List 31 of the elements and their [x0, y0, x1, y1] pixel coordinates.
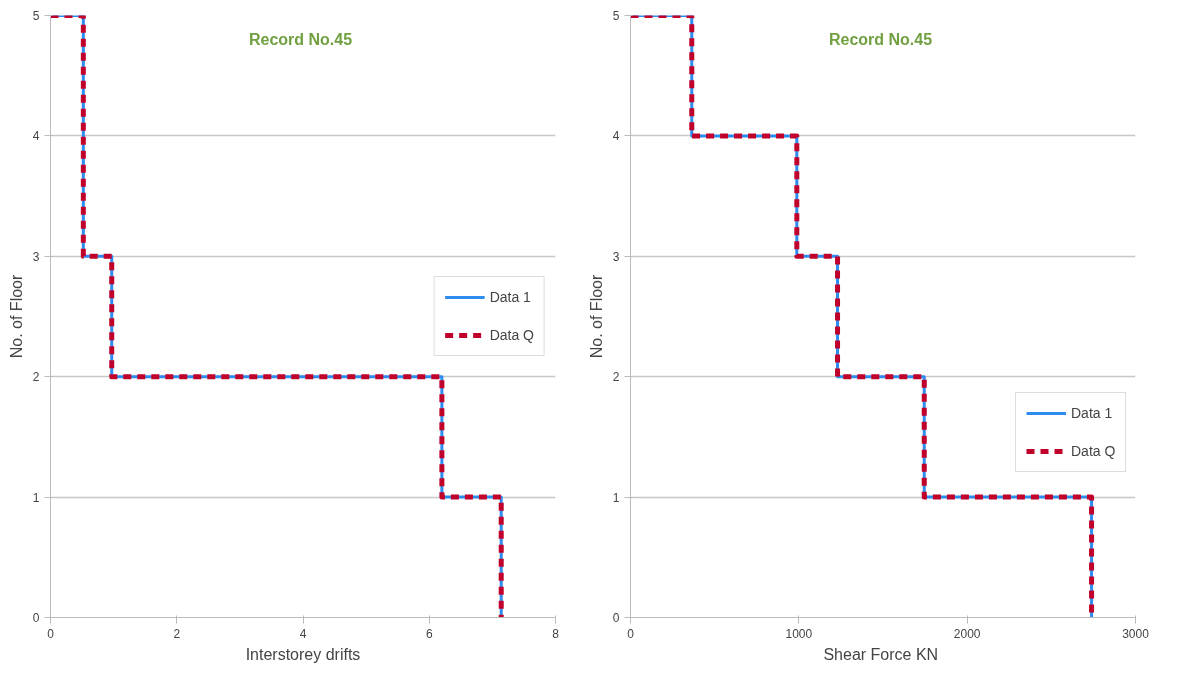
y-tick-label: 1 — [32, 490, 40, 505]
y-tick-label: 5 — [32, 9, 40, 23]
y-tick-label: 0 — [612, 611, 620, 625]
y-tick-label: 3 — [612, 249, 620, 264]
y-tick-label: 1 — [612, 490, 620, 505]
x-tick-label: 4 — [299, 626, 307, 641]
legend-label: Data 1 — [489, 289, 531, 305]
legend-label: Data 1 — [1071, 405, 1113, 421]
legend-label: Data Q — [1071, 443, 1116, 459]
y-tick-label: 5 — [612, 9, 620, 23]
x-tick-label: 8 — [552, 626, 560, 641]
y-axis-title: No. of Floor — [587, 274, 605, 359]
y-tick-label: 0 — [32, 611, 40, 625]
x-tick-label: 3000 — [1122, 626, 1150, 641]
x-tick-label: 0 — [47, 626, 55, 641]
annotation: Record No.45 — [248, 30, 353, 48]
y-tick-label: 2 — [32, 370, 40, 385]
x-axis-title: Interstorey drifts — [245, 645, 361, 663]
x-tick-label: 2 — [173, 626, 181, 641]
x-axis-title: Shear Force KN — [823, 645, 939, 663]
x-tick-label: 0 — [627, 626, 635, 641]
y-tick-label: 3 — [32, 249, 40, 264]
y-tick-label: 2 — [612, 370, 620, 385]
y-tick-label: 4 — [612, 129, 620, 144]
x-tick-label: 6 — [425, 626, 433, 641]
y-axis-title: No. of Floor — [7, 274, 25, 359]
x-tick-label: 1000 — [785, 626, 813, 641]
x-tick-label: 2000 — [953, 626, 981, 641]
legend-label: Data Q — [489, 327, 534, 343]
y-tick-label: 4 — [32, 129, 40, 144]
annotation: Record No.45 — [828, 30, 933, 48]
